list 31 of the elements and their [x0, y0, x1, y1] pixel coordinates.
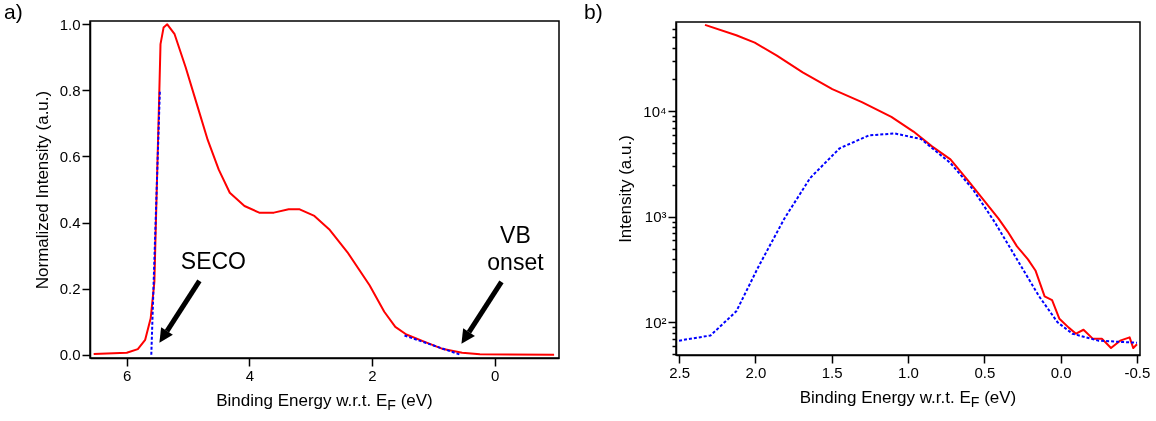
- y-tick-label: 10³: [644, 208, 667, 226]
- y-tick-label: 0.8: [59, 81, 81, 99]
- y-tick-label: 0.4: [59, 214, 81, 232]
- x-tick-label: 0.0: [1050, 363, 1072, 381]
- x-tick-label: 0: [490, 366, 500, 384]
- x-tick-label: 6: [123, 366, 132, 384]
- x-tick-label: 1.0: [898, 363, 919, 381]
- y-tick-label: 0.0: [59, 346, 81, 364]
- chart-title: a): [4, 0, 23, 24]
- y-tick-label: 0.6: [59, 147, 81, 165]
- x-tick-label: 2: [368, 366, 377, 384]
- x-tick-label: 0.5: [974, 363, 996, 381]
- line-series: [704, 23, 1138, 350]
- y-axis-title: Intensity (a.u.): [616, 135, 636, 243]
- x-axis-title: Binding Energy w.r.t. E$_{F}$ (eV): [215, 391, 434, 414]
- annotation: SECO: [180, 247, 247, 274]
- x-tick-label: 4: [245, 366, 255, 384]
- line-series: [92, 23, 556, 356]
- chart-title: b): [584, 0, 603, 24]
- y-tick-label: 10²: [644, 313, 667, 331]
- x-tick-label: 2.5: [669, 363, 690, 381]
- x-axis-title: Binding Energy w.r.t. E$_{F}$ (eV): [798, 388, 1018, 411]
- annotation: VB onset: [487, 221, 545, 275]
- line-series: [678, 132, 1138, 344]
- y-tick-label: 1.0: [59, 15, 81, 33]
- y-tick-label: 10⁴: [643, 102, 667, 120]
- x-tick-label: 2.0: [745, 363, 767, 381]
- y-axis-title: Normalized Intensity (a.u.): [32, 90, 52, 290]
- x-tick-label: -0.5: [1124, 363, 1151, 381]
- y-tick-label: 0.2: [59, 280, 81, 298]
- x-tick-label: 1.5: [821, 363, 843, 381]
